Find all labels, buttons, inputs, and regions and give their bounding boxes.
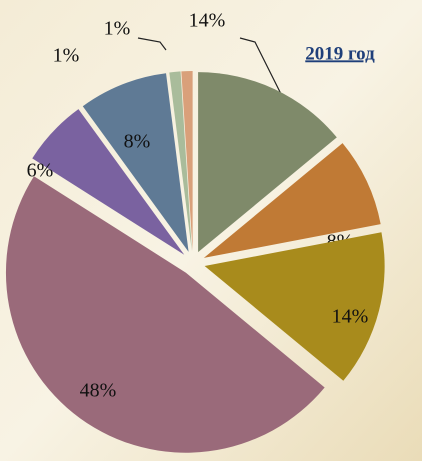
pie-slice — [181, 71, 193, 252]
data-label: 8% — [124, 131, 151, 153]
data-label: 1% — [104, 18, 131, 40]
pie-slice — [169, 71, 192, 252]
leader-line — [137, 37, 167, 51]
pie-slice — [204, 232, 385, 381]
data-label: 14% — [332, 306, 369, 328]
pie-slice — [203, 143, 381, 258]
pie-slice — [5, 176, 325, 453]
data-label: 48% — [80, 380, 117, 402]
data-label: 1% — [53, 45, 80, 67]
chart-title: 2019 год — [305, 43, 375, 64]
data-label: 6% — [27, 160, 54, 182]
pie-slice — [32, 109, 185, 255]
data-label: 14% — [189, 10, 226, 32]
leader-line — [239, 37, 286, 103]
pie-slice — [82, 73, 189, 252]
pie-slice — [198, 72, 337, 253]
